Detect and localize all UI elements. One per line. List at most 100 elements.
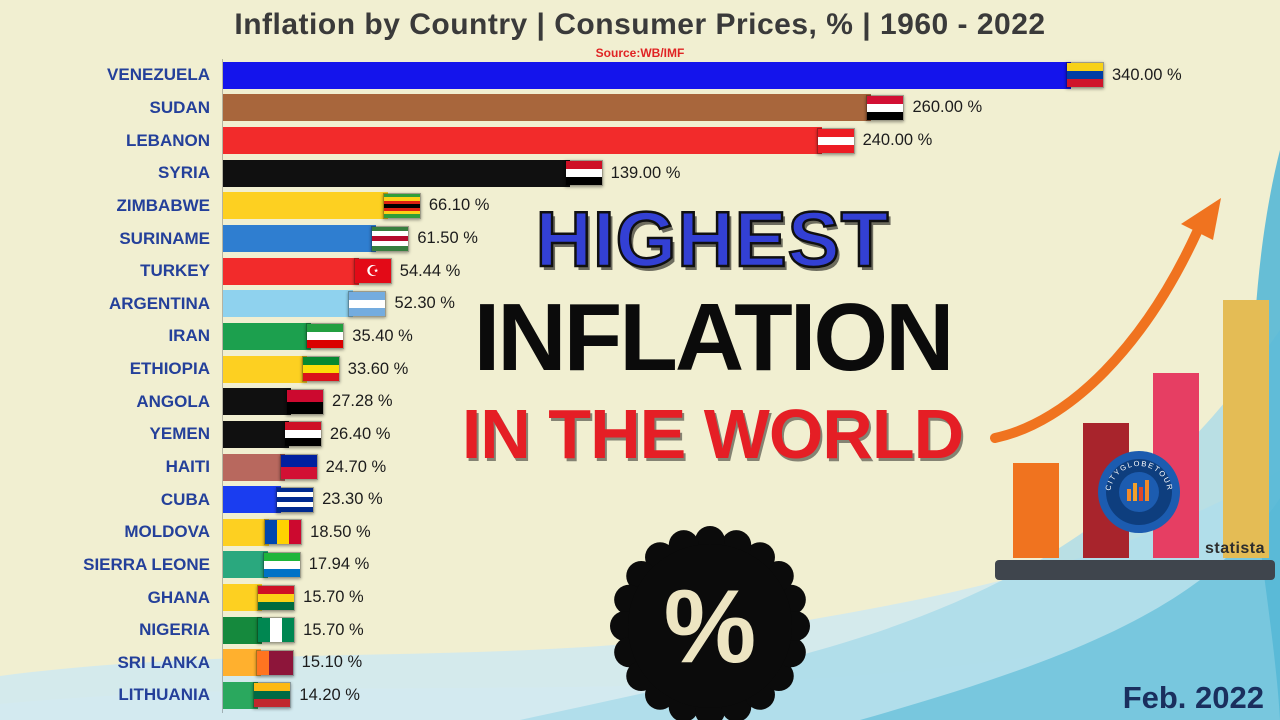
- bar: [223, 127, 822, 155]
- bar: [223, 551, 268, 579]
- percent-badge: %: [610, 526, 810, 720]
- flag-stripe: [277, 502, 314, 507]
- flag-icon: [283, 421, 322, 448]
- flag-stripe: [565, 169, 602, 178]
- bar: [223, 584, 263, 612]
- value-label: 14.20 %: [299, 685, 360, 704]
- bar-row: HAITI 24.70 %: [0, 451, 1280, 484]
- country-label: TURKEY: [140, 261, 210, 281]
- bar-track: 15.70 %: [223, 614, 1280, 647]
- flag-icon: [371, 225, 410, 252]
- flag-stripe: [1067, 63, 1103, 72]
- bar-track: 139.00 %: [223, 157, 1280, 190]
- country-label: SUDAN: [149, 97, 210, 117]
- flag-stripe: [349, 307, 386, 316]
- flag-icon: [348, 290, 387, 317]
- date-label: Feb. 2022: [1122, 680, 1264, 715]
- bar-row: TURKEY ☪ 54.44 %: [0, 255, 1280, 288]
- flag-stripe: [284, 438, 321, 447]
- chart-source: Source:WB/IMF: [595, 46, 685, 60]
- bar-row: NIGERIA 15.70 %: [0, 614, 1280, 647]
- overlay-line1: HIGHEST: [534, 195, 890, 283]
- flag-stripe: [270, 618, 283, 643]
- bar-track: 52.30 %: [223, 287, 1280, 320]
- flag-stripe: [383, 193, 420, 198]
- country-label: NIGERIA: [139, 620, 210, 640]
- flag-icon: [264, 519, 303, 546]
- chart-title: Inflation by Country | Consumer Prices, …: [234, 8, 1046, 41]
- country-label: GHANA: [147, 587, 210, 607]
- flag-icon: [257, 617, 296, 644]
- bar-row: SYRIA 139.00 %: [0, 157, 1280, 190]
- flag-stripe: [383, 204, 420, 208]
- flag-stripe: [565, 161, 602, 170]
- bar: [223, 61, 1071, 89]
- flag-stripe: [817, 128, 854, 137]
- flag-stripe: [265, 520, 278, 545]
- country-label: HAITI: [165, 457, 210, 476]
- bar-track: 24.70 %: [223, 451, 1280, 484]
- bar: [223, 518, 270, 546]
- flag-stripe: [277, 497, 314, 503]
- bar-row: VENEZUELA 340.00 %: [0, 59, 1280, 92]
- bar-track: 26.40 %: [223, 418, 1280, 451]
- flag-stripe: [268, 650, 281, 675]
- flag-stripe: [817, 144, 854, 153]
- bar-row: SIERRA LEONE 17.94 %: [0, 549, 1280, 582]
- value-label: 27.28 %: [332, 392, 393, 411]
- bar-row: ZIMBABWE 66.10 %: [0, 190, 1280, 223]
- value-label: 54.44 %: [399, 261, 461, 280]
- bar-row: SRI LANKA 15.10 %: [0, 647, 1280, 680]
- bar-row: GHANA 15.70 %: [0, 581, 1280, 614]
- flag-stripe: [254, 683, 291, 692]
- bar-track: 15.10 %: [223, 647, 1280, 680]
- flag-stripe: [258, 601, 295, 610]
- value-label: 15.70 %: [303, 620, 364, 639]
- flag-icon: [276, 486, 315, 513]
- slogan-overlay: HIGHEST INFLATION IN THE WORLD: [450, 195, 975, 474]
- flag-stripe: [289, 520, 302, 545]
- flag-stripe: [254, 699, 291, 708]
- country-label: ETHIOPIA: [129, 359, 210, 379]
- bar-track: 66.10 %: [223, 190, 1280, 223]
- country-label: SIERRA LEONE: [83, 554, 210, 574]
- bar-row: SURINAME 61.50 %: [0, 222, 1280, 255]
- cityglobetour-logo: CITYGLOBETOUR: [1098, 451, 1180, 533]
- overlay-line3: IN THE WORLD: [461, 395, 964, 474]
- flag-stripe: [354, 259, 391, 284]
- bar-track: 17.94 %: [223, 549, 1280, 582]
- flag-icon: [564, 160, 603, 187]
- flag-icon: [382, 192, 421, 219]
- deco-baseline: [995, 560, 1275, 580]
- flag-icon: [1066, 62, 1104, 89]
- value-label: 240.00 %: [862, 131, 933, 150]
- flag-stripe: [284, 422, 321, 431]
- flag-stripe: [277, 520, 290, 545]
- country-label: LITHUANIA: [118, 685, 210, 705]
- value-label: 33.60 %: [347, 359, 409, 378]
- flag-stripe: [1067, 71, 1103, 80]
- country-label: MOLDOVA: [124, 522, 210, 542]
- flag-stripe: [372, 245, 409, 251]
- bar: [223, 322, 312, 350]
- flag-stripe: [280, 455, 317, 467]
- flag-icon: [286, 388, 325, 415]
- bar: [223, 388, 292, 416]
- country-label: YEMEN: [149, 424, 210, 444]
- value-label: 340.00 %: [1112, 65, 1182, 84]
- country-label: CUBA: [160, 489, 210, 509]
- flag-stripe: [817, 136, 854, 145]
- bar-row: CUBA 23.30 %: [0, 483, 1280, 516]
- country-label: ZIMBABWE: [116, 195, 210, 215]
- deco-bar: [1013, 463, 1059, 558]
- statista-watermark: statista: [1205, 540, 1266, 557]
- flag-stripe: [372, 231, 409, 237]
- flag-icon: [866, 94, 905, 121]
- flag-stripe: [383, 200, 420, 205]
- value-label: 17.94 %: [308, 555, 370, 574]
- bar-track: 61.50 %: [223, 222, 1280, 255]
- growth-arrow-icon: [990, 198, 1221, 443]
- value-label: 15.70 %: [303, 588, 364, 607]
- bar: [223, 192, 388, 220]
